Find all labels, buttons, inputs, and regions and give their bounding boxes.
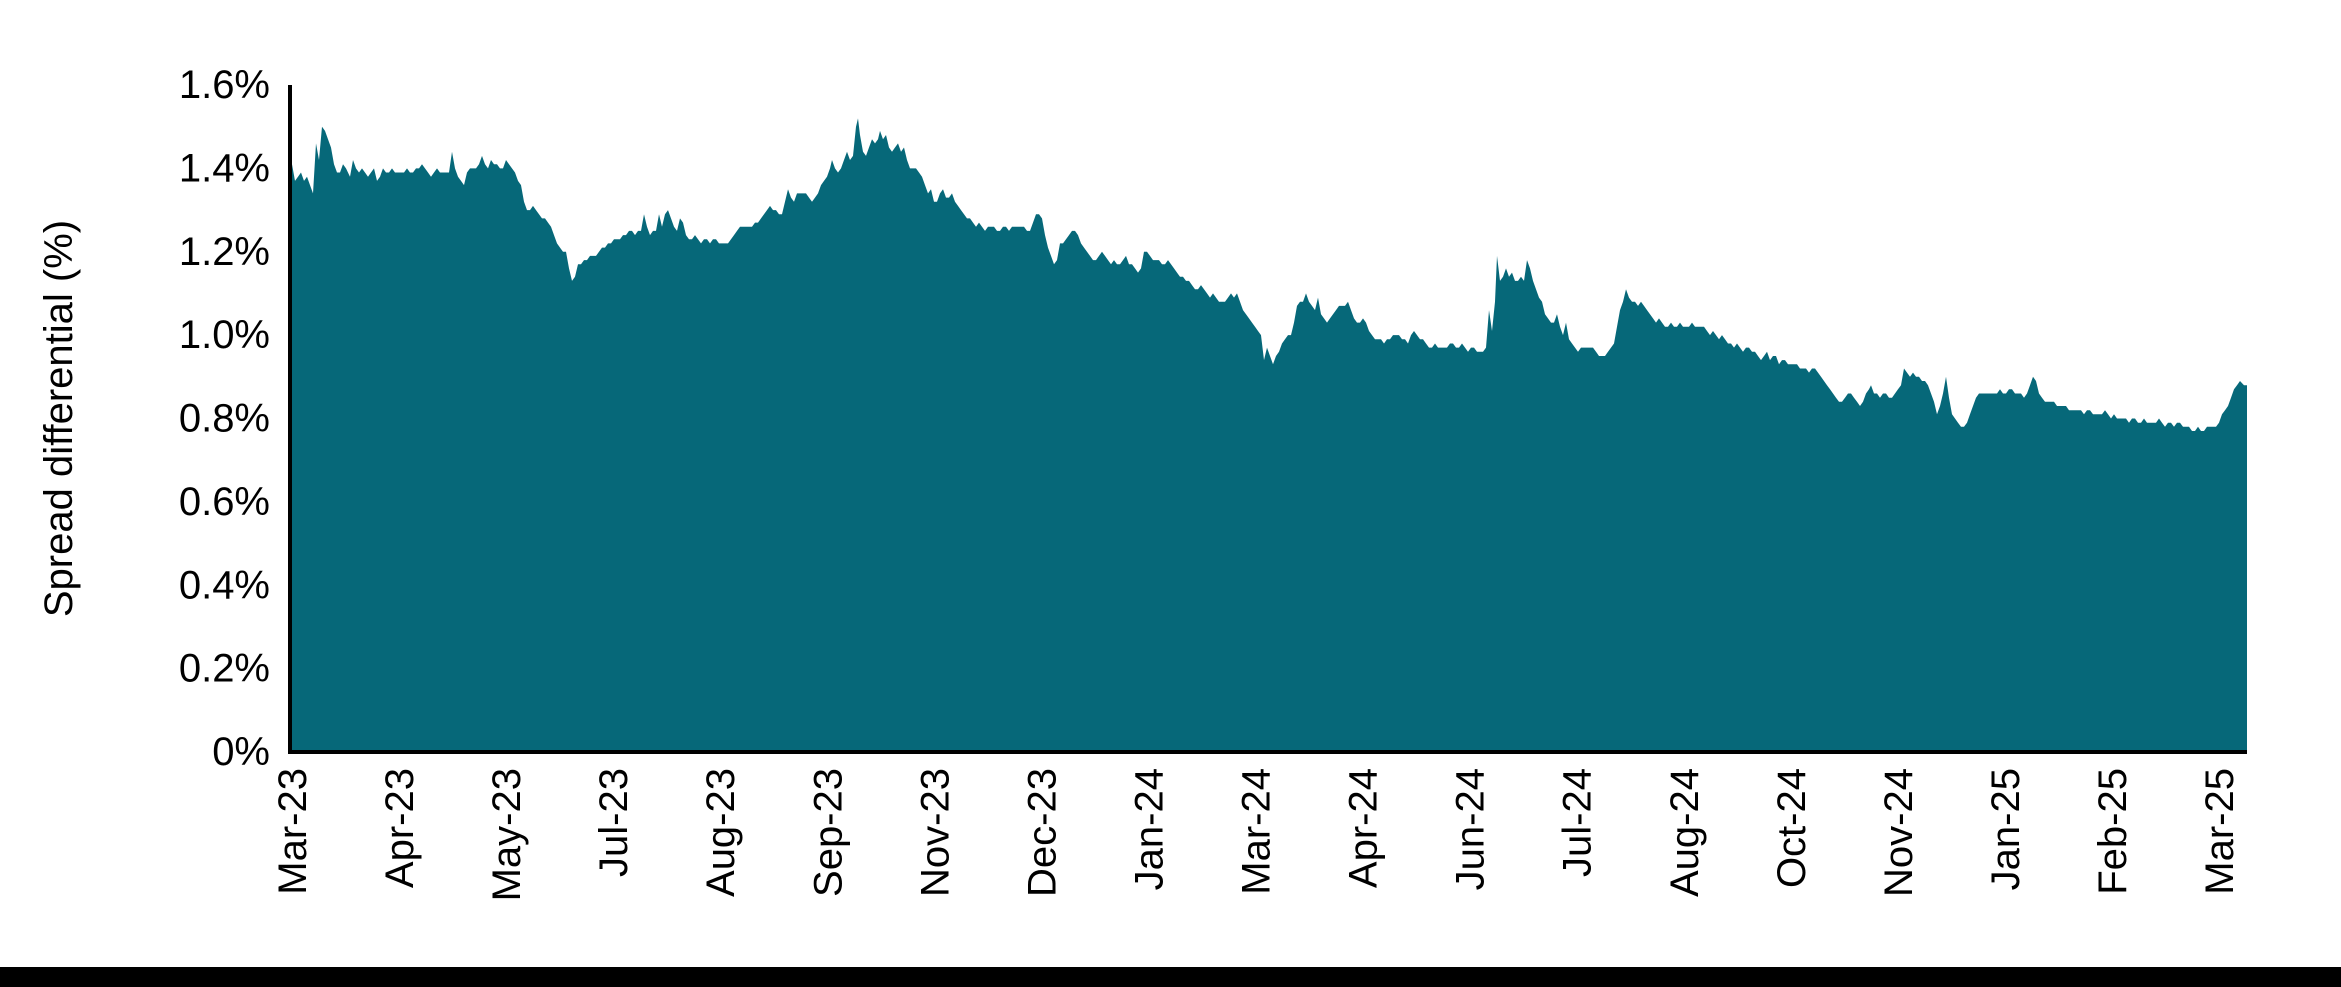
x-tick-label: Aug-23	[699, 768, 743, 897]
y-tick-label: 0.8%	[179, 397, 270, 441]
x-tick-label: Jan-25	[1984, 768, 2028, 890]
x-tick-label: Apr-23	[378, 768, 422, 888]
y-tick-label: 1.4%	[179, 146, 270, 190]
y-tick-label: 0.4%	[179, 563, 270, 607]
x-tick-label: Nov-23	[913, 768, 957, 897]
x-tick-label: Feb-25	[2091, 768, 2135, 895]
x-tick-label: Jul-23	[592, 768, 636, 877]
x-tick-label: Aug-24	[1663, 768, 1707, 897]
y-axis-tick-labels: 0% 0.2% 0.4% 0.6% 0.8% 1.0% 1.2% 1.4% 1.6%	[179, 63, 270, 774]
x-tick-label: Mar-24	[1235, 768, 1279, 895]
x-tick-label: Mar-23	[271, 768, 315, 895]
x-tick-label: Jun-24	[1449, 768, 1493, 890]
y-tick-label: 0.6%	[179, 480, 270, 524]
x-axis-tick-labels: Mar-23 Apr-23 May-23 Jul-23 Aug-23 Sep-23 Nov-…	[271, 768, 2242, 901]
area-series	[290, 118, 2247, 752]
footer-bar	[0, 967, 2341, 987]
spread-differential-area	[290, 118, 2247, 752]
axes	[288, 85, 2247, 754]
x-tick-label: Nov-24	[1877, 768, 1921, 897]
x-tick-label: Oct-24	[1770, 768, 1814, 888]
y-tick-label: 0.2%	[179, 647, 270, 691]
x-tick-label: Sep-23	[806, 768, 850, 897]
x-tick-label: Dec-23	[1020, 768, 1064, 897]
x-tick-label: Mar-25	[2198, 768, 2242, 895]
y-tick-label: 0%	[212, 730, 270, 774]
x-tick-label: May-23	[485, 768, 529, 901]
x-tick-label: Apr-24	[1342, 768, 1386, 888]
x-tick-label: Jul-24	[1556, 768, 1600, 877]
y-tick-label: 1.0%	[179, 313, 270, 357]
x-tick-label: Jan-24	[1127, 768, 1171, 890]
y-axis-title: Spread differential (%)	[37, 220, 81, 617]
y-tick-label: 1.6%	[179, 63, 270, 107]
y-tick-label: 1.2%	[179, 230, 270, 274]
